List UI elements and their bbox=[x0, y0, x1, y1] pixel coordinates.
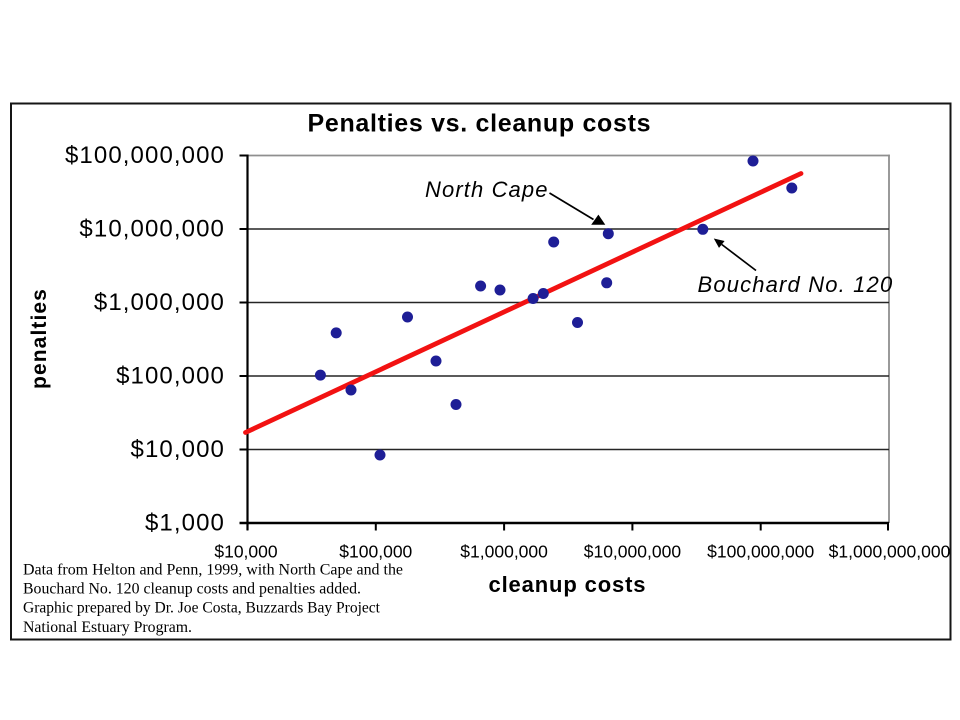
svg-text:$1,000,000: $1,000,000 bbox=[94, 289, 225, 316]
svg-text:National Estuary Program.: National Estuary Program. bbox=[23, 617, 192, 636]
svg-text:$100,000: $100,000 bbox=[116, 363, 225, 390]
svg-text:North Cape: North Cape bbox=[425, 177, 548, 202]
svg-text:$10,000: $10,000 bbox=[214, 542, 278, 562]
svg-text:$10,000: $10,000 bbox=[131, 436, 225, 463]
svg-text:Data from Helton and Penn, 199: Data from Helton and Penn, 1999, with No… bbox=[23, 560, 403, 579]
svg-text:$1,000,000: $1,000,000 bbox=[460, 542, 548, 562]
svg-text:$100,000,000: $100,000,000 bbox=[707, 542, 814, 562]
svg-text:$100,000,000: $100,000,000 bbox=[65, 142, 225, 169]
svg-text:$1,000,000,000: $1,000,000,000 bbox=[829, 542, 951, 562]
svg-text:Bouchard No. 120: Bouchard No. 120 bbox=[698, 272, 893, 297]
svg-text:penalties: penalties bbox=[28, 288, 51, 389]
svg-text:$1,000: $1,000 bbox=[145, 510, 225, 537]
svg-text:$10,000,000: $10,000,000 bbox=[79, 216, 225, 243]
svg-text:$100,000: $100,000 bbox=[339, 542, 412, 562]
svg-text:Bouchard No. 120 cleanup costs: Bouchard No. 120 cleanup costs and penal… bbox=[23, 579, 361, 598]
svg-text:Graphic prepared by Dr. Joe Co: Graphic prepared by Dr. Joe Costa, Buzza… bbox=[23, 598, 380, 617]
svg-text:$10,000,000: $10,000,000 bbox=[584, 542, 682, 562]
svg-text:Penalties vs. cleanup costs: Penalties vs. cleanup costs bbox=[308, 110, 651, 138]
svg-text:cleanup costs: cleanup costs bbox=[489, 572, 646, 597]
